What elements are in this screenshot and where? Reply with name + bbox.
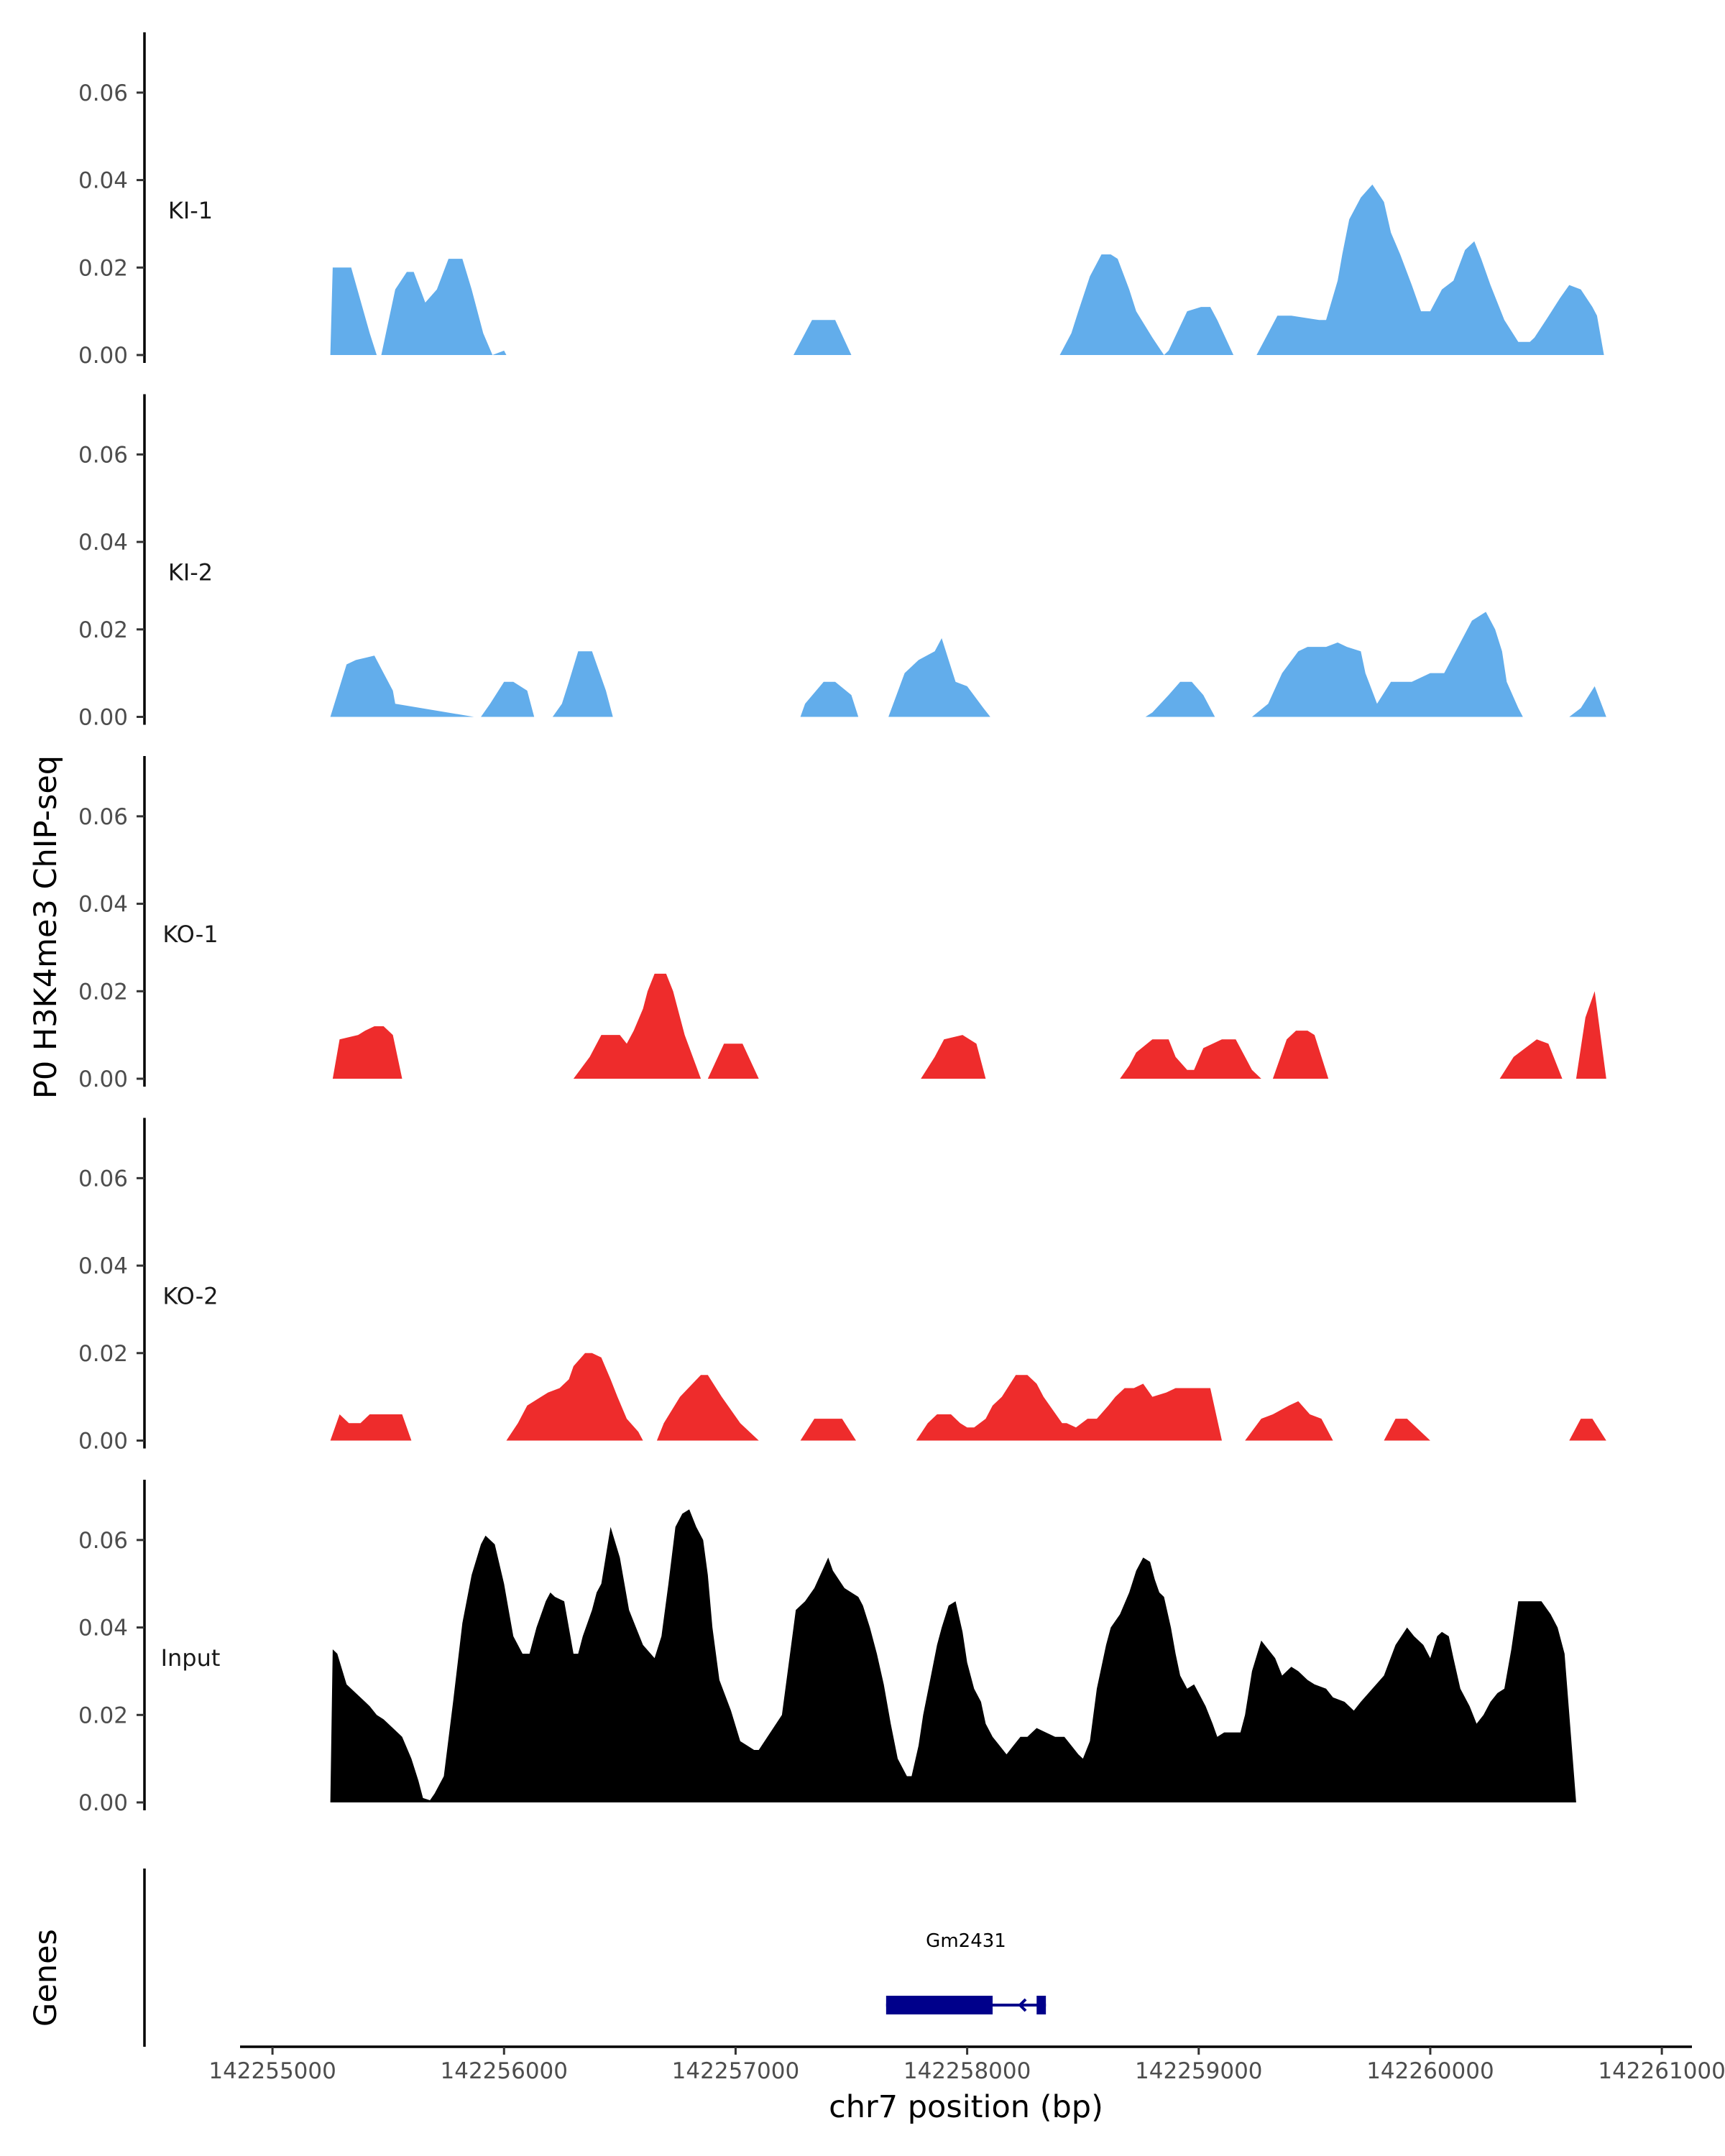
- x-tick-label: 142257000: [672, 2058, 800, 2084]
- coverage-area: [330, 1353, 1606, 1441]
- y-tick-label: 0.04: [78, 1616, 128, 1641]
- y-tick-label: 0.02: [78, 617, 128, 643]
- x-tick-label: 142260000: [1366, 2058, 1494, 2084]
- y-tick-label: 0.00: [78, 705, 128, 731]
- track-ko-1: 0.00 0.02 0.04 0.06 KO-1: [78, 756, 1606, 1092]
- track-label: KO-2: [162, 1283, 218, 1310]
- y-tick-label: 0.00: [78, 343, 128, 369]
- gene-exon: [1036, 1996, 1046, 2014]
- y-tick-label: 0.06: [78, 80, 128, 106]
- track-label: KI-1: [168, 197, 213, 224]
- y-tick-label: 0.06: [78, 1528, 128, 1554]
- x-tick-label: 142259000: [1135, 2058, 1263, 2084]
- y-tick-label: 0.00: [78, 1067, 128, 1092]
- x-tick-label: 142255000: [208, 2058, 336, 2084]
- y-tick-label: 0.02: [78, 979, 128, 1005]
- track-ko-2: 0.00 0.02 0.04 0.06 KO-2: [78, 1118, 1606, 1455]
- gene-gm2431: Gm2431: [886, 1930, 1046, 2014]
- strand-arrow: [1018, 1998, 1027, 2012]
- x-axis-title: chr7 position (bp): [829, 2089, 1103, 2125]
- coverage-tracks: 0.00 0.02 0.04 0.06 KI-1 0.00 0.02 0.04 0.06 KI-2…: [78, 32, 1606, 1816]
- y-axis-title: P0 H3K4me3 ChIP-seq: [28, 755, 64, 1099]
- gene-label: Gm2431: [926, 1930, 1006, 1952]
- x-tick-label: 142258000: [903, 2058, 1031, 2084]
- y-tick-label: 0.04: [78, 530, 128, 556]
- coverage-area: [323, 973, 1606, 1079]
- track-label: KO-1: [162, 921, 218, 948]
- gene-exon: [886, 1996, 993, 2014]
- y-tick-label: 0.00: [78, 1429, 128, 1455]
- y-tick-label: 0.02: [78, 255, 128, 281]
- y-tick-label: 0.06: [78, 442, 128, 468]
- genes-panel: Genes Gm2431: [28, 1869, 1046, 2047]
- track-ki-2: 0.00 0.02 0.04 0.06 KI-2: [78, 394, 1606, 731]
- coverage-area: [323, 612, 1606, 717]
- track-ki-1: 0.00 0.02 0.04 0.06 KI-1: [78, 32, 1604, 369]
- x-axis: 142255000 142256000 142257000 142258000 1422…: [208, 2045, 1725, 2084]
- track-input: 0.00 0.02 0.04 0.06 Input: [78, 1480, 1576, 1816]
- x-tick-label: 142256000: [441, 2058, 569, 2084]
- coverage-area: [330, 1509, 1576, 1802]
- coverage-area: [330, 184, 1604, 355]
- track-label: Input: [161, 1644, 221, 1672]
- y-tick-label: 0.04: [78, 168, 128, 194]
- genes-track-title: Genes: [28, 1929, 64, 2027]
- x-tick-label: 142261000: [1598, 2058, 1725, 2084]
- y-tick-label: 0.06: [78, 1166, 128, 1192]
- y-tick-label: 0.00: [78, 1790, 128, 1816]
- y-tick-label: 0.06: [78, 804, 128, 830]
- track-label: KI-2: [168, 559, 213, 586]
- y-tick-label: 0.02: [78, 1341, 128, 1367]
- y-tick-label: 0.04: [78, 892, 128, 918]
- gene-models: Gm2431: [886, 1930, 1046, 2014]
- y-tick-label: 0.02: [78, 1703, 128, 1728]
- y-tick-label: 0.04: [78, 1253, 128, 1279]
